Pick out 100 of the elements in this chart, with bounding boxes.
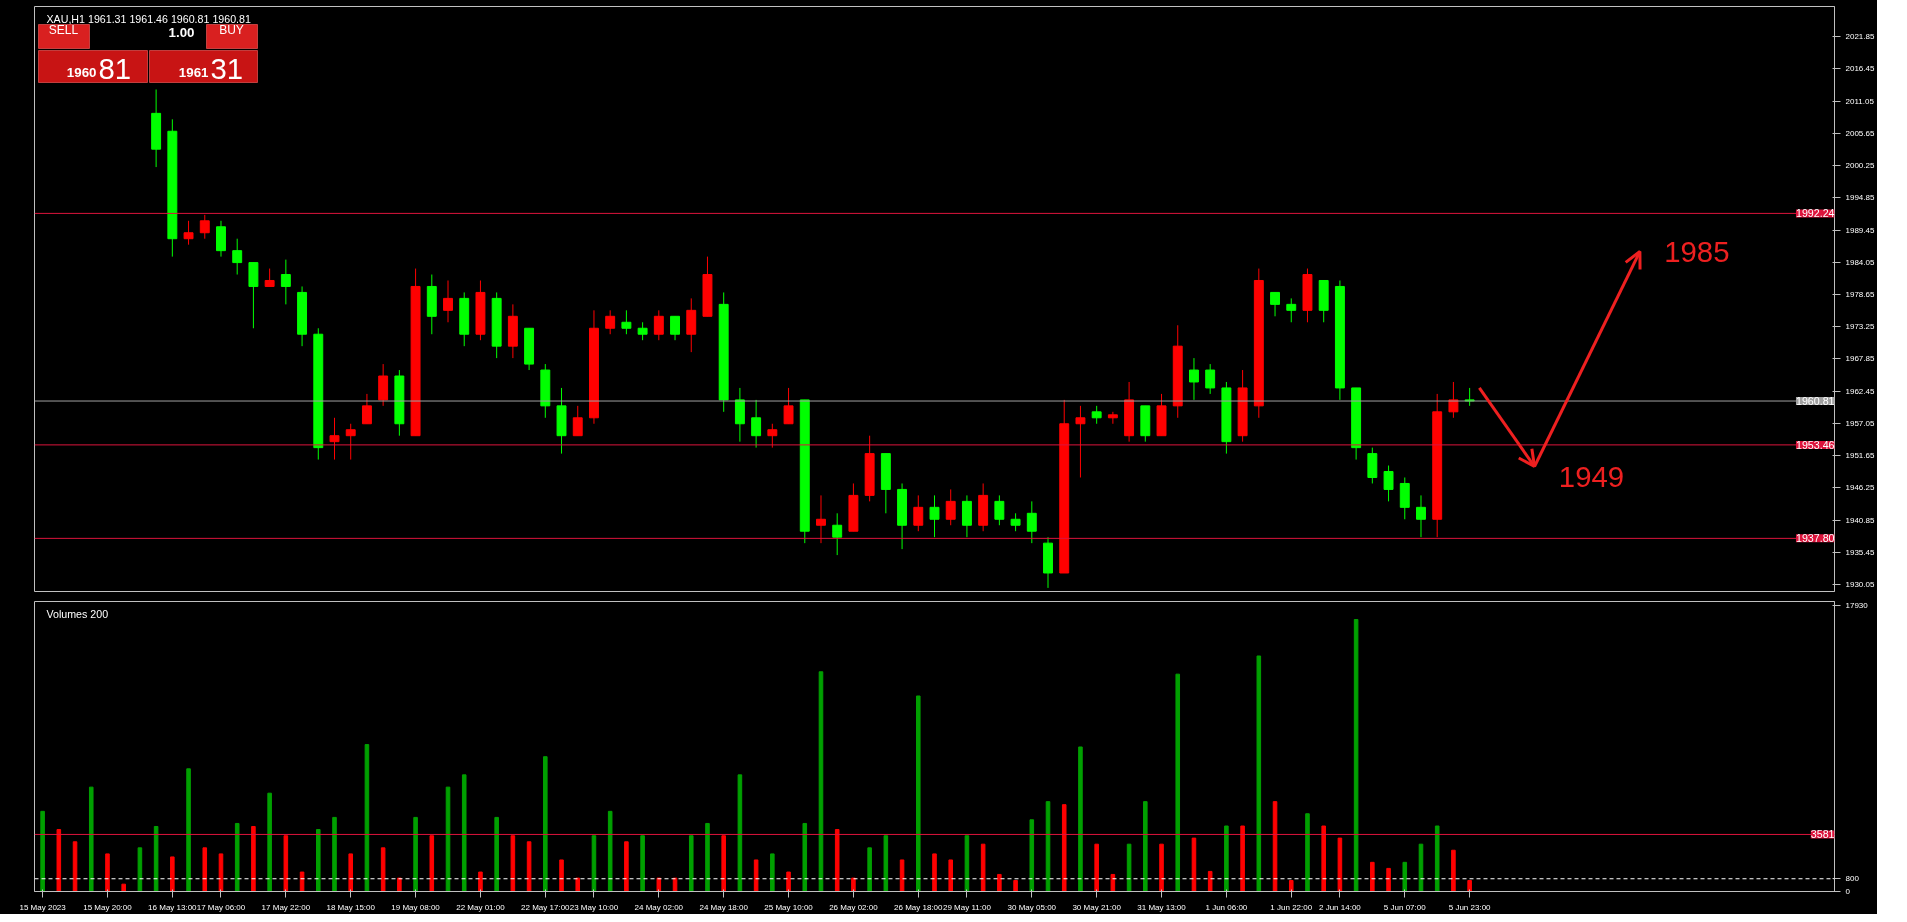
x-tick-label: 5 Jun 23:00 bbox=[1448, 902, 1492, 912]
y-tick-label: 1967.85 bbox=[1845, 354, 1875, 364]
x-tick-label: 31 May 13:00 bbox=[1137, 902, 1187, 912]
bar bbox=[413, 816, 418, 892]
bar bbox=[1321, 825, 1326, 892]
bar bbox=[948, 859, 953, 892]
x-tick-label: 30 May 05:00 bbox=[1007, 902, 1057, 912]
x-tick-label: 26 May 02:00 bbox=[829, 902, 879, 912]
bar bbox=[916, 695, 921, 892]
bar bbox=[1353, 619, 1359, 892]
x-tick-label: 26 May 18:00 bbox=[894, 902, 944, 912]
bar bbox=[1224, 825, 1229, 892]
bar bbox=[348, 853, 353, 892]
bar bbox=[688, 835, 694, 892]
bar bbox=[1402, 861, 1408, 892]
bar bbox=[1078, 746, 1083, 892]
candlestick bbox=[199, 214, 210, 240]
x-tick-label: 30 May 21:00 bbox=[1072, 902, 1122, 912]
x-tick-label: 22 May 17:00 bbox=[521, 902, 571, 912]
bar bbox=[88, 786, 94, 892]
candlestick bbox=[686, 297, 697, 353]
y-tick-label: 1951.65 bbox=[1845, 451, 1875, 461]
x-tick-label: 15 May 2023 bbox=[19, 902, 67, 912]
candlestick bbox=[929, 494, 940, 538]
y-tick-label: 2016.45 bbox=[1845, 64, 1875, 74]
bar bbox=[121, 883, 126, 892]
bar bbox=[640, 835, 645, 892]
candlestick bbox=[1205, 363, 1216, 395]
candlestick bbox=[605, 309, 616, 335]
bar bbox=[624, 841, 629, 892]
candlestick bbox=[783, 387, 794, 425]
bar bbox=[721, 835, 726, 892]
bar bbox=[867, 847, 872, 892]
bar bbox=[575, 877, 581, 892]
bar bbox=[461, 774, 467, 892]
candlestick bbox=[734, 387, 745, 443]
x-tick-label: 5 Jun 07:00 bbox=[1383, 902, 1427, 912]
bar bbox=[510, 835, 516, 892]
y-tick-label: 1973.25 bbox=[1845, 322, 1875, 332]
bar bbox=[1061, 804, 1067, 892]
bar bbox=[137, 847, 143, 892]
x-tick-label: 24 May 18:00 bbox=[699, 902, 749, 912]
candlestick bbox=[994, 494, 1005, 526]
ref-line-label: 1960.81 bbox=[1795, 395, 1835, 408]
y-tick-label: 0 bbox=[1845, 887, 1851, 896]
bar bbox=[834, 829, 840, 892]
candlestick bbox=[1107, 411, 1118, 425]
bar bbox=[737, 774, 743, 892]
ref-line-label: 1937.80 bbox=[1795, 532, 1835, 545]
x-tick-label: 15 May 20:00 bbox=[83, 902, 133, 912]
bar bbox=[283, 835, 289, 892]
text: Volumes 200 bbox=[46, 607, 109, 620]
y-tick-label: 1962.45 bbox=[1845, 386, 1875, 396]
bar bbox=[997, 873, 1002, 892]
bar bbox=[397, 877, 402, 892]
bar bbox=[607, 810, 613, 892]
y-tick-label: 2021.85 bbox=[1845, 32, 1875, 42]
y-tick-label: 1978.65 bbox=[1845, 290, 1875, 300]
bar bbox=[186, 768, 191, 892]
annotation: 1985 bbox=[1664, 234, 1730, 268]
bar bbox=[656, 877, 662, 892]
bar bbox=[105, 853, 110, 892]
bar bbox=[234, 822, 240, 892]
x-tick-label: 16 May 13:00 bbox=[148, 902, 198, 912]
candlestick bbox=[443, 279, 453, 323]
y-tick-label: 1989.45 bbox=[1845, 225, 1875, 235]
x-tick-label: 18 May 15:00 bbox=[326, 902, 376, 912]
bar bbox=[980, 843, 986, 892]
candlestick bbox=[280, 259, 291, 305]
bar bbox=[1126, 843, 1132, 892]
annotation: 81 bbox=[98, 51, 132, 85]
bar bbox=[332, 816, 337, 892]
bar bbox=[267, 792, 272, 892]
candlestick bbox=[1026, 500, 1037, 544]
bar bbox=[786, 871, 791, 892]
ref-line-label: 3581 bbox=[1810, 828, 1835, 841]
x-tick-label: 29 May 11:00 bbox=[942, 902, 992, 912]
y-tick-label: 2005.65 bbox=[1845, 128, 1875, 138]
bar bbox=[316, 829, 321, 892]
bar bbox=[153, 825, 159, 892]
candlestick bbox=[1189, 357, 1199, 401]
x-tick-label: 17 May 06:00 bbox=[196, 902, 246, 912]
bar bbox=[1434, 825, 1440, 892]
bar bbox=[202, 847, 208, 892]
bar bbox=[1094, 843, 1099, 892]
ref-line-label: 1953.46 bbox=[1795, 438, 1835, 451]
bar bbox=[1110, 873, 1116, 892]
y-tick-label: 1984.05 bbox=[1845, 257, 1875, 267]
candlestick bbox=[1286, 297, 1297, 323]
bar bbox=[1337, 837, 1343, 892]
candlestick bbox=[1270, 291, 1280, 317]
bar bbox=[770, 853, 775, 892]
bar bbox=[543, 756, 548, 892]
bar bbox=[1467, 880, 1472, 892]
bar bbox=[1159, 843, 1164, 892]
bar bbox=[364, 744, 370, 892]
candlestick bbox=[232, 238, 243, 276]
x-tick-label: 1 Jun 06:00 bbox=[1205, 902, 1248, 912]
x-tick-label: 24 May 02:00 bbox=[634, 902, 684, 912]
bar bbox=[40, 810, 45, 892]
